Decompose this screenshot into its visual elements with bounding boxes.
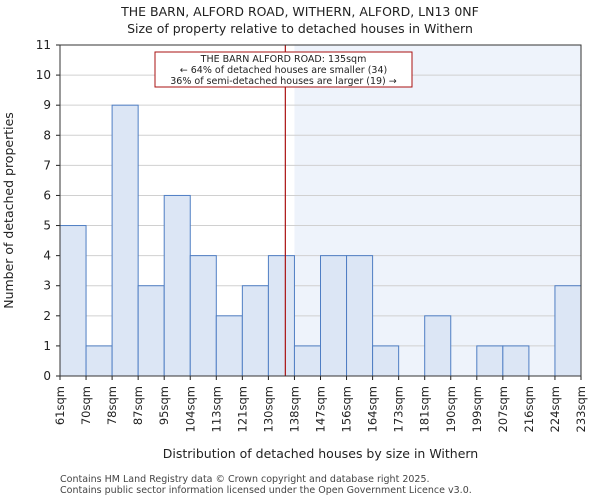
bar-87sqm bbox=[137, 285, 165, 377]
footer-line-2: Contains public sector information licen… bbox=[60, 485, 472, 496]
x-tick-label-130sqm: 130sqm bbox=[261, 386, 275, 432]
bar-70sqm bbox=[85, 345, 113, 377]
y-tick-label-1: 1 bbox=[43, 339, 51, 353]
annotation-line-1: THE BARN ALFORD ROAD: 135sqm bbox=[200, 54, 367, 65]
bar-113sqm bbox=[215, 315, 243, 377]
x-tick-label-156sqm: 156sqm bbox=[340, 386, 354, 432]
chart-subtitle: Size of property relative to detached ho… bbox=[127, 21, 473, 36]
x-tick-label-173sqm: 173sqm bbox=[392, 386, 406, 432]
bar-138sqm bbox=[293, 345, 322, 377]
x-tick-label-207sqm: 207sqm bbox=[496, 386, 510, 432]
x-tick-label-78sqm: 78sqm bbox=[105, 386, 119, 425]
y-tick-label-8: 8 bbox=[43, 128, 51, 142]
chart-title: THE BARN, ALFORD ROAD, WITHERN, ALFORD, … bbox=[121, 4, 479, 19]
y-tick-label-5: 5 bbox=[43, 219, 51, 233]
bar-224sqm bbox=[554, 285, 582, 377]
x-tick-label-224sqm: 224sqm bbox=[548, 386, 562, 432]
x-tick-label-216sqm: 216sqm bbox=[522, 386, 536, 432]
bar-199sqm bbox=[476, 345, 504, 377]
x-tick-label-199sqm: 199sqm bbox=[470, 386, 484, 432]
x-tick-label-181sqm: 181sqm bbox=[418, 386, 432, 432]
bars bbox=[59, 104, 582, 377]
x-tick-label-233sqm: 233sqm bbox=[574, 386, 588, 432]
bar-104sqm bbox=[189, 255, 217, 377]
y-tick-label-3: 3 bbox=[43, 279, 51, 293]
x-tick-label-113sqm: 113sqm bbox=[209, 386, 223, 432]
x-tick-label-95sqm: 95sqm bbox=[157, 386, 171, 425]
y-tick-label-4: 4 bbox=[43, 249, 51, 263]
x-tick-label-147sqm: 147sqm bbox=[314, 386, 328, 432]
annotation-line-2: ← 64% of detached houses are smaller (34… bbox=[180, 65, 387, 76]
x-tick-label-87sqm: 87sqm bbox=[131, 386, 145, 425]
y-tick-label-10: 10 bbox=[36, 68, 51, 82]
annotation-box bbox=[154, 51, 413, 88]
x-tick-label-190sqm: 190sqm bbox=[444, 386, 458, 432]
x-tick-label-70sqm: 70sqm bbox=[79, 386, 93, 425]
y-tick-label-7: 7 bbox=[43, 158, 51, 172]
x-axis-label: Distribution of detached houses by size … bbox=[163, 446, 478, 461]
bar-147sqm bbox=[320, 255, 348, 377]
bar-181sqm bbox=[424, 315, 452, 377]
bar-164sqm bbox=[372, 345, 400, 377]
y-tick-label-9: 9 bbox=[43, 98, 51, 112]
x-tick-label-61sqm: 61sqm bbox=[53, 386, 67, 425]
y-tick-label-0: 0 bbox=[43, 369, 51, 383]
bar-130sqm bbox=[267, 255, 295, 377]
bar-95sqm bbox=[163, 194, 191, 377]
y-tick-label-6: 6 bbox=[43, 188, 51, 202]
plot-frame bbox=[59, 44, 582, 377]
y-axis-label: Number of detached properties bbox=[1, 112, 16, 309]
x-tick-label-164sqm: 164sqm bbox=[366, 386, 380, 432]
bar-78sqm bbox=[111, 104, 139, 377]
bar-61sqm bbox=[59, 225, 87, 377]
x-tick-label-121sqm: 121sqm bbox=[235, 386, 249, 432]
y-axis-ticks: 0 1 2 3 4 5 6 7 8 9 10 11 bbox=[36, 38, 60, 383]
x-tick-label-104sqm: 104sqm bbox=[183, 386, 197, 432]
x-axis-ticks: 61sqm 70sqm 78sqm 87sqm 95sqm 104sqm 113sqm 121… bbox=[53, 376, 588, 432]
bar-156sqm bbox=[346, 255, 374, 377]
bar-121sqm bbox=[241, 285, 269, 377]
bar-207sqm bbox=[502, 345, 530, 377]
y-tick-label-11: 11 bbox=[36, 38, 51, 52]
annotation-line-3: 36% of semi-detached houses are larger (… bbox=[170, 76, 397, 87]
y-tick-label-2: 2 bbox=[43, 309, 51, 323]
footer-line-1: Contains HM Land Registry data © Crown c… bbox=[60, 474, 430, 485]
x-tick-label-138sqm: 138sqm bbox=[287, 386, 301, 432]
